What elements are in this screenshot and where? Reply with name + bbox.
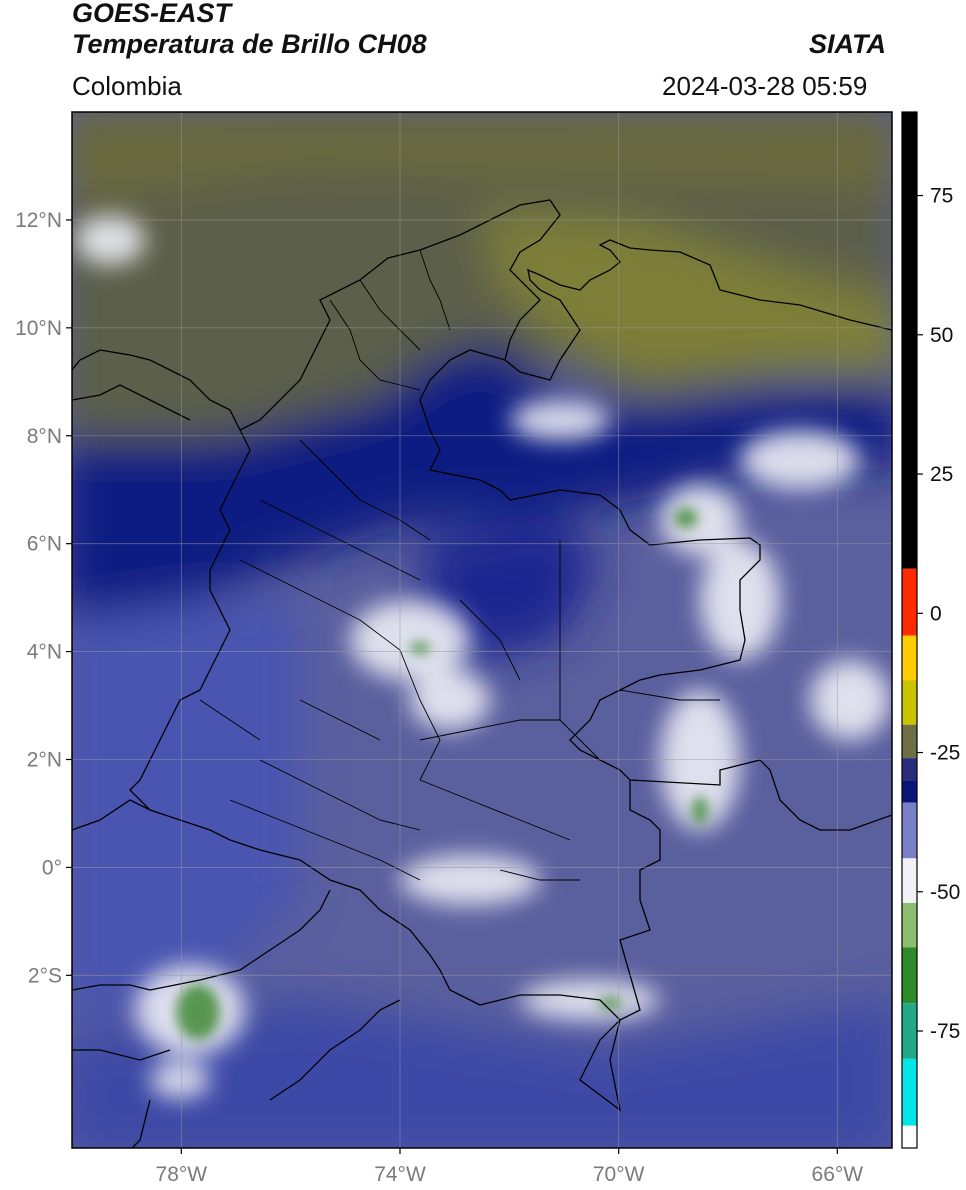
colorbar-segment <box>902 858 917 903</box>
colorbar-tick-label: -50 <box>930 881 960 904</box>
satellite-title: GOES-EAST <box>72 0 232 28</box>
colorbar-segment <box>902 947 917 1004</box>
colorbar-segment <box>902 902 917 948</box>
lon-tick-label: 66°W <box>812 1163 864 1186</box>
colorbar-tick-label: 50 <box>930 324 953 347</box>
colorbar-segment <box>902 802 917 859</box>
lon-tick-label: 70°W <box>593 1163 645 1186</box>
colorbar-tick-label: 25 <box>930 463 953 486</box>
agency-label: SIATA <box>809 29 886 59</box>
colorbar-segment <box>902 724 917 759</box>
colorbar-segment <box>902 758 917 781</box>
colorbar-segment <box>902 1058 917 1126</box>
colorbar-frame <box>901 111 918 1149</box>
brightness-temperature-imagery <box>72 112 892 1148</box>
colorbar-segment <box>902 112 917 569</box>
lat-tick-label: 0° <box>42 856 62 879</box>
colorbar-segment <box>902 568 917 636</box>
colorbar-tick-label: -75 <box>930 1020 960 1043</box>
colorbar-segment <box>902 680 917 725</box>
lat-tick-label: 10°N <box>15 317 62 340</box>
lat-tick-label: 6°N <box>27 533 62 556</box>
colombia-outline <box>387 199 892 381</box>
lat-tick-label: 2°S <box>28 964 62 987</box>
lon-tick-label: 78°W <box>156 1163 208 1186</box>
latitude-ticks: 12°N 10°N 8°N 6°N 4°N 2°N 0° 2°S <box>15 209 72 987</box>
colorbar-ticks: 75 50 25 0 -25 -50 -75 <box>917 185 960 1043</box>
graticule <box>72 112 892 1148</box>
lat-tick-label: 4°N <box>27 641 62 664</box>
political-borders <box>72 199 892 1148</box>
colorbar <box>902 112 917 1148</box>
colorbar-segment <box>902 635 917 681</box>
colorbar-tick-label: -25 <box>930 742 960 765</box>
product-title: Temperatura de Brillo CH08 <box>72 29 427 59</box>
longitude-ticks: 78°W 74°W 70°W 66°W <box>156 1148 864 1186</box>
colorbar-segment <box>902 780 917 803</box>
map-frame <box>71 111 893 1149</box>
colorbar-tick-label: 75 <box>930 185 953 208</box>
colorbar-segment <box>902 1003 917 1059</box>
colorbar-tick-label: 0 <box>930 602 942 625</box>
region-label: Colombia <box>72 71 182 101</box>
timestamp-label: 2024-03-28 05:59 <box>662 71 868 101</box>
lat-tick-label: 12°N <box>15 209 62 232</box>
lat-tick-label: 2°N <box>27 749 62 772</box>
lon-tick-label: 74°W <box>374 1163 426 1186</box>
colorbar-segment <box>902 1125 917 1148</box>
lat-tick-label: 8°N <box>27 425 62 448</box>
